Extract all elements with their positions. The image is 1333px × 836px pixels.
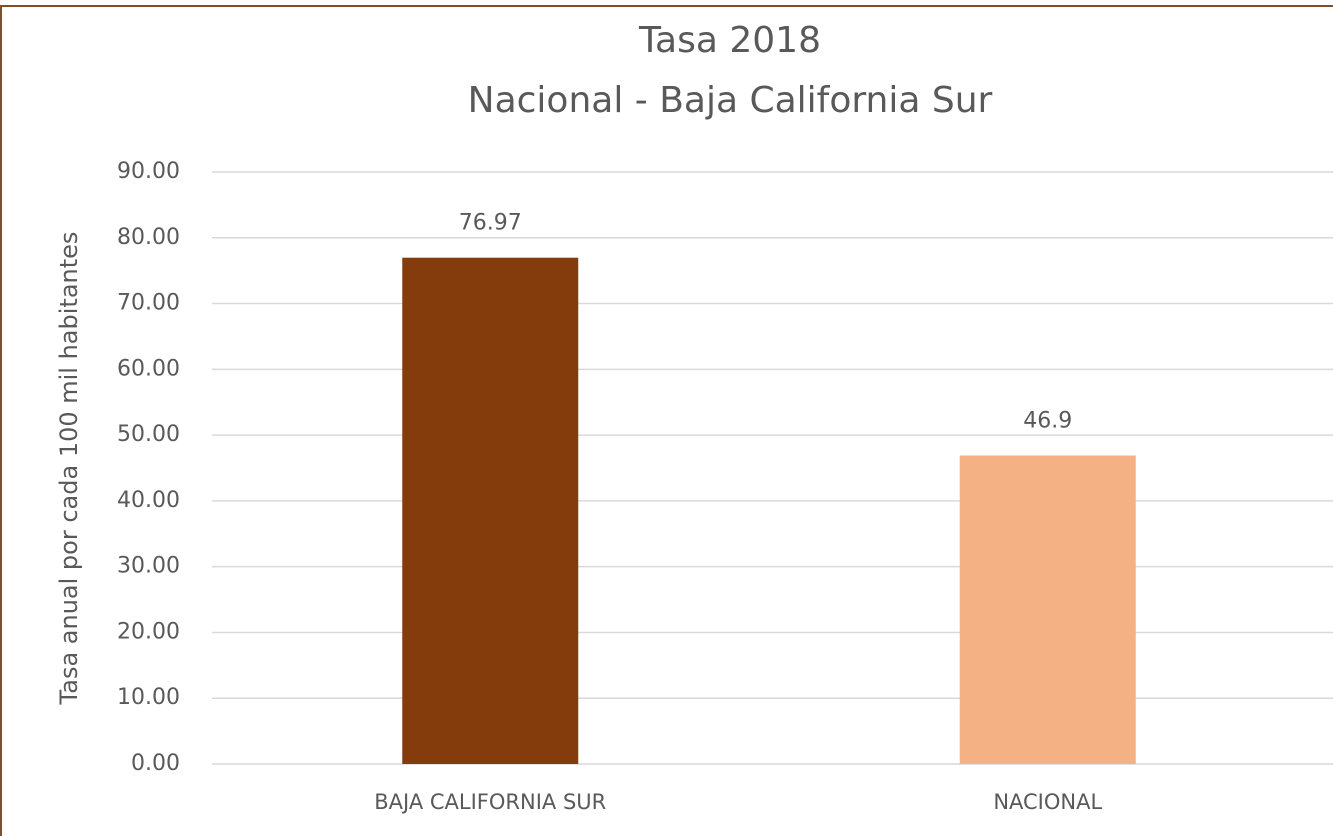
y-axis-label: Tasa anual por cada 100 mil habitantes [55,232,83,706]
y-tick-label: 30.00 [117,554,180,579]
y-tick-label: 40.00 [117,488,180,513]
chart-subtitle: Nacional - Baja California Sur [468,80,993,121]
y-tick-label: 70.00 [117,291,180,316]
value-label: 76.97 [459,211,522,236]
y-tick-label: 90.00 [117,159,180,184]
chart-title: Tasa 2018 [638,20,821,61]
y-tick-label: 10.00 [117,685,180,710]
value-label: 46.9 [1023,409,1072,434]
bar [959,455,1136,764]
x-tick-label: BAJA CALIFORNIA SUR [374,790,606,814]
chart-border [0,5,1333,836]
y-tick-label: 80.00 [117,225,180,250]
y-tick-label: 0.00 [131,751,180,776]
x-tick-label: NACIONAL [993,790,1102,814]
y-tick-label: 20.00 [117,619,180,644]
y-tick-label: 60.00 [117,356,180,381]
y-tick-label: 50.00 [117,422,180,447]
bar [402,257,579,764]
